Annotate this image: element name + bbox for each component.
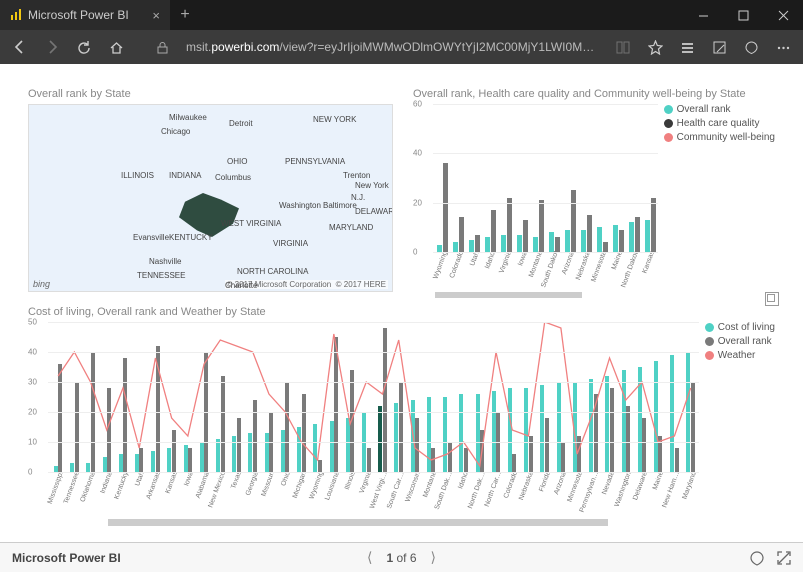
close-tab-icon[interactable]: × [152, 8, 160, 23]
map-title: Overall rank by State [28, 88, 393, 100]
bar-group[interactable] [499, 198, 514, 252]
legend-item: Community well-being [664, 132, 775, 143]
address-bar[interactable]: msit.powerbi.com/view?r=eyJrIjoiMWMwODlm… [180, 40, 605, 54]
bar-group[interactable] [547, 232, 562, 252]
map-label: Columbus [215, 173, 251, 182]
next-page-button[interactable]: ⟩ [431, 549, 436, 566]
map-highlight-wv [179, 193, 239, 237]
bar-group[interactable] [467, 235, 482, 252]
bar-group[interactable] [451, 217, 466, 252]
lock-icon [148, 33, 176, 61]
url-domain: powerbi.com [211, 40, 279, 54]
chart2-tile[interactable]: Cost of living, Overall rank and Weather… [28, 306, 775, 518]
share-report-icon[interactable] [749, 550, 765, 566]
map-label: Baltimore [323, 201, 357, 210]
browser-tab[interactable]: Microsoft Power BI × [0, 0, 170, 30]
map-label: New York [355, 181, 389, 190]
legend-item: Health care quality [664, 118, 775, 129]
map-label: Charlotte [225, 281, 257, 290]
fullscreen-icon[interactable] [777, 551, 791, 565]
map-label: Milwaukee [169, 113, 207, 122]
browser-titlebar: Microsoft Power BI × + [0, 0, 803, 30]
bar-group[interactable] [579, 215, 594, 252]
chart2-plot[interactable]: MississippiTennesseeOklahomaIndianaKentu… [28, 322, 699, 518]
close-window-button[interactable] [763, 0, 803, 30]
focus-mode-icon[interactable] [765, 292, 779, 306]
chart1-legend: Overall rank Health care quality Community… [658, 104, 775, 292]
legend-item: Overall rank [664, 104, 775, 115]
bar-group[interactable] [515, 220, 530, 252]
bar-group[interactable] [595, 227, 610, 252]
map-tile[interactable]: Overall rank by State bing © 2017 Micros… [28, 88, 393, 292]
new-tab-button[interactable]: + [170, 0, 200, 30]
chart1-plot[interactable]: WyomingColoradoUtahIdahoVirginiaIowaMont… [413, 104, 658, 292]
bar-group[interactable] [643, 198, 658, 252]
chart2-scrollbar[interactable] [108, 519, 608, 526]
bar-group[interactable] [435, 163, 450, 252]
chart2-title: Cost of living, Overall rank and Weather… [28, 306, 775, 318]
map-label: Evansville [133, 233, 169, 242]
window-controls [683, 0, 803, 30]
map-label: NORTH CAROLINA [237, 267, 308, 276]
minimize-button[interactable] [683, 0, 723, 30]
map-label: KENTUCKY [169, 233, 213, 242]
map-label: Nashville [149, 257, 181, 266]
forward-button[interactable] [38, 33, 66, 61]
map-label: PENNSYLVANIA [285, 157, 345, 166]
maximize-button[interactable] [723, 0, 763, 30]
map-label: NEW YORK [313, 115, 356, 124]
map-label: VIRGINIA [273, 239, 308, 248]
tab-title: Microsoft Power BI [28, 8, 129, 22]
chart2-legend: Cost of living Overall rank Weather [699, 322, 775, 518]
hub-icon[interactable] [673, 33, 701, 61]
map-label: WEST VIRGINIA [221, 219, 281, 228]
map-label: MARYLAND [329, 223, 373, 232]
map-label: OHIO [227, 157, 247, 166]
chart1-tile[interactable]: Overall rank, Health care quality and Co… [413, 88, 775, 292]
map-label: Chicago [161, 127, 190, 136]
bar-group[interactable] [611, 225, 626, 252]
url-path: /view?r=eyJrIjoiMWMwODlmOWYtYjI2MC00MjY1… [279, 40, 605, 54]
bar-group[interactable] [563, 190, 578, 252]
page-indicator: 1 of 6 [386, 551, 416, 565]
map-label: DELAWARE [355, 207, 393, 216]
bar-group[interactable] [483, 210, 498, 252]
home-button[interactable] [102, 33, 130, 61]
favorite-icon[interactable] [641, 33, 669, 61]
map-label: TENNESSEE [137, 271, 185, 280]
map-label: Washington [279, 201, 321, 210]
map-label: Trenton [343, 171, 370, 180]
bar-group[interactable] [627, 217, 642, 252]
browser-toolbar: msit.powerbi.com/view?r=eyJrIjoiMWMwODlm… [0, 30, 803, 64]
url-prefix: msit. [186, 40, 211, 54]
more-icon[interactable] [769, 33, 797, 61]
share-icon[interactable] [737, 33, 765, 61]
prev-page-button[interactable]: ⟨ [367, 549, 372, 566]
legend-item: Weather [705, 350, 775, 361]
bar-group[interactable] [531, 200, 546, 252]
refresh-button[interactable] [70, 33, 98, 61]
legend-item: Cost of living [705, 322, 775, 333]
powerbi-favicon [10, 9, 22, 21]
footer-product: Microsoft Power BI [12, 551, 121, 565]
chart1-scrollbar[interactable] [435, 292, 582, 298]
page-navigator: ⟨ 1 of 6 ⟩ [367, 549, 436, 566]
bing-logo: bing [33, 279, 50, 289]
back-button[interactable] [6, 33, 34, 61]
legend-item: Overall rank [705, 336, 775, 347]
chart1-title: Overall rank, Health care quality and Co… [413, 88, 775, 100]
report-canvas: Overall rank by State bing © 2017 Micros… [0, 64, 803, 542]
map-label: Detroit [229, 119, 253, 128]
report-footer: Microsoft Power BI ⟨ 1 of 6 ⟩ [0, 542, 803, 572]
map-visual[interactable]: bing © 2017 Microsoft Corporation © 2017… [28, 104, 393, 292]
reading-list-icon[interactable] [609, 33, 637, 61]
notes-icon[interactable] [705, 33, 733, 61]
map-label: INDIANA [169, 171, 201, 180]
map-label: ILLINOIS [121, 171, 154, 180]
